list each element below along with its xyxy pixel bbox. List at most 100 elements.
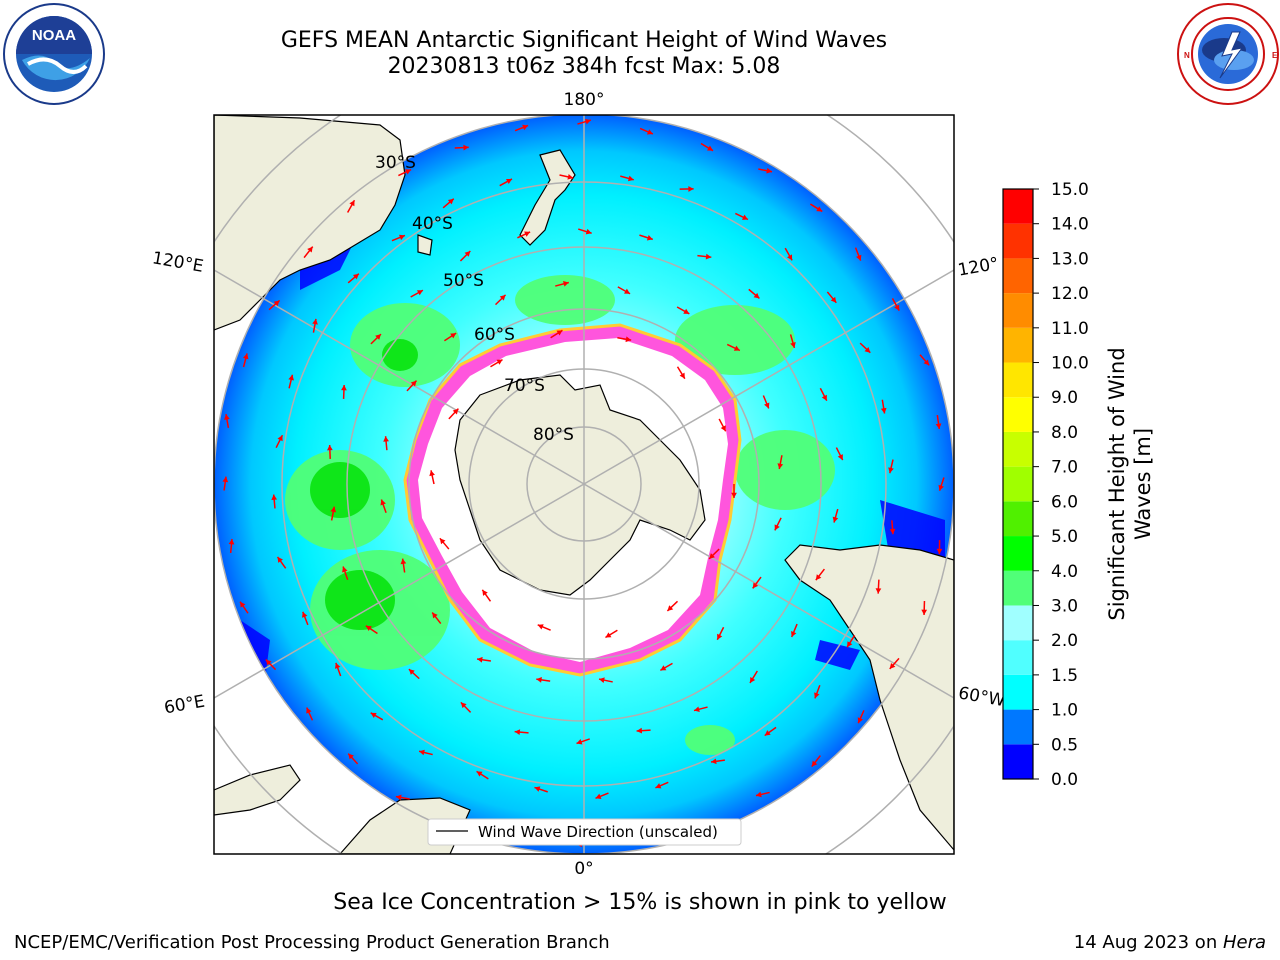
colorbar-tick-label: 0.5 (1051, 735, 1078, 755)
wind-wave-arrow (408, 668, 420, 680)
wind-wave-arrow (370, 712, 384, 721)
wind-wave-arrow (617, 286, 631, 295)
lat-label-60s: 60°S (474, 325, 515, 345)
colorbar-label-line1: Significant Height of Wind (1105, 347, 1129, 620)
colorbar-swatch (1003, 536, 1033, 571)
wind-wave-arrow (448, 408, 459, 420)
colorbar-label-line2: Waves [m] (1131, 428, 1155, 540)
colorbar-tick-label: 11.0 (1051, 319, 1089, 339)
wind-wave-arrow (889, 520, 896, 535)
wind-wave-arrow (935, 414, 942, 430)
wind-wave-arrow (919, 354, 930, 366)
colorbar-swatch (1003, 709, 1033, 745)
wind-wave-arrows (222, 118, 945, 848)
wind-wave-arrow (889, 657, 900, 670)
wind-wave-arrow (777, 455, 784, 470)
colorbar-tick-label: 6.0 (1051, 492, 1078, 512)
wind-wave-arrow (306, 707, 314, 721)
wind-wave-arrow (595, 792, 609, 799)
lat-label-30s: 30°S (375, 153, 416, 173)
wind-wave-arrow (222, 476, 229, 491)
wind-wave-arrow (275, 434, 284, 449)
wind-wave-arrow (442, 198, 455, 209)
wind-wave-arrow (875, 579, 882, 594)
wind-wave-arrow (784, 247, 793, 261)
wind-wave-arrow (334, 662, 342, 677)
lon-label-60w: 60°W (957, 683, 1007, 711)
wind-wave-arrow (636, 727, 651, 734)
wind-wave-arrow (755, 791, 770, 798)
legend-label: Wind Wave Direction (unscaled) (478, 823, 718, 841)
wind-wave-arrow (789, 334, 796, 349)
wind-wave-arrow (391, 234, 406, 242)
wind-wave-arrow (398, 168, 412, 177)
wind-wave-arrow (708, 548, 720, 560)
credit-date: 14 Aug 2023 on Hera (1074, 932, 1266, 953)
wind-wave-arrow (303, 246, 314, 259)
colorbar-tick-label: 7.0 (1051, 458, 1078, 478)
wind-wave-arrow (550, 329, 563, 339)
colorbar-swatch (1003, 362, 1033, 398)
colorbar-swatch (1003, 293, 1033, 328)
wind-wave-arrow (288, 374, 294, 389)
wind-wave-arrow (476, 656, 492, 663)
wind-wave-arrow (752, 576, 762, 589)
wind-wave-arrow (400, 558, 407, 573)
colorbar-tick-label: 14.0 (1051, 215, 1089, 235)
wind-wave-arrow (242, 353, 249, 368)
colorbar-tick-label: 12.0 (1051, 284, 1089, 304)
wind-wave-arrow (726, 343, 741, 352)
wind-wave-arrow (514, 729, 529, 735)
colorbar-label: Significant Height of Wind Waves [m] (1105, 347, 1155, 620)
colorbar-tick-label: 4.0 (1051, 562, 1078, 582)
wind-wave-arrow (490, 358, 503, 368)
wind-wave-arrow (271, 494, 278, 509)
wind-wave-arrow (938, 477, 945, 492)
wind-wave-arrow (620, 175, 634, 182)
noaa-logo: NOAA (3, 3, 105, 105)
lon-label-60e: 60°E (163, 692, 207, 719)
wind-wave-arrow (537, 624, 551, 631)
wind-wave-arrow (749, 670, 758, 684)
wind-wave-arrow (659, 662, 673, 671)
colorbar-tick-label: 2.0 (1051, 631, 1078, 651)
wind-wave-arrow (341, 384, 347, 399)
colorbar-swatch (1003, 189, 1033, 224)
wind-wave-arrow (577, 118, 592, 125)
credit-date-text: 14 Aug 2023 on (1073, 932, 1223, 953)
colorbar-swatch (1003, 223, 1033, 259)
wind-wave-arrow (716, 626, 725, 641)
credit-branch: NCEP/EMC/Verification Post Processing Pr… (14, 932, 610, 953)
colorbar-swatch (1003, 466, 1033, 502)
wind-wave-arrow (811, 755, 821, 768)
wind-wave-arrow (809, 203, 823, 213)
map-legend: Wind Wave Direction (unscaled) (427, 818, 742, 846)
colorbar-tick-label: 1.5 (1051, 666, 1078, 686)
colorbar-swatch (1003, 327, 1033, 363)
wind-wave-arrow (460, 701, 472, 713)
wind-wave-arrow (418, 749, 433, 756)
map-plot-area: 30°S 40°S 50°S 60°S 70°S 80°S Wind Wave … (214, 115, 954, 854)
colorbar-tick-label: 15.0 (1051, 180, 1089, 200)
title-line-2: 20230813 t06z 384h fcst Max: 5.08 (387, 54, 781, 79)
wind-wave-arrow (790, 623, 798, 638)
latitude-labels: 30°S 40°S 50°S 60°S 70°S 80°S (375, 153, 574, 445)
wind-wave-arrow (655, 781, 669, 789)
wind-wave-arrow (846, 634, 856, 648)
wind-wave-arrow (605, 629, 618, 639)
colorbar-tick-label: 10.0 (1051, 354, 1089, 374)
wind-wave-arrow (534, 786, 548, 793)
wind-wave-arrow (444, 332, 457, 342)
wind-wave-arrow (832, 508, 839, 523)
map-frame-border (213, 114, 955, 855)
colorbar-tick-label: 0.0 (1051, 770, 1078, 790)
lon-label-180: 180° (564, 90, 605, 110)
colorbar-tick-label: 13.0 (1051, 249, 1089, 269)
colorbar-swatch (1003, 258, 1033, 294)
wind-wave-arrow (576, 738, 590, 745)
wind-wave-arrow (598, 677, 613, 683)
wind-wave-arrow (499, 178, 513, 187)
wind-wave-arrow (676, 366, 686, 380)
colorbar-tick-label: 8.0 (1051, 423, 1078, 443)
